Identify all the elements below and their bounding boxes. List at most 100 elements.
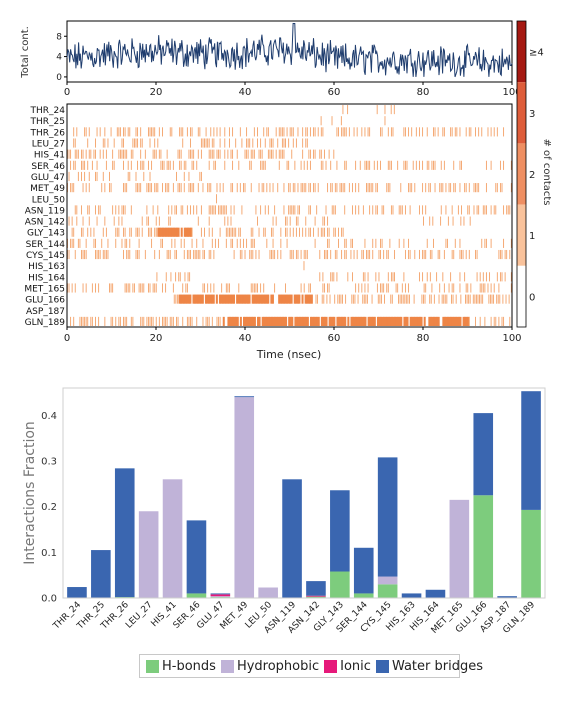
contact-cell	[129, 127, 131, 137]
contact-cell	[95, 149, 96, 159]
contact-cell	[354, 294, 356, 304]
contact-cell	[317, 183, 319, 193]
x-tick-label: 20	[150, 333, 163, 344]
contact-cell	[81, 160, 82, 170]
contact-cell	[501, 272, 503, 282]
contact-cell	[460, 216, 462, 226]
contact-cell	[160, 160, 162, 170]
contact-cell	[361, 283, 363, 293]
contact-cell	[262, 294, 265, 304]
contact-cell	[236, 149, 238, 159]
contact-cell	[255, 283, 257, 293]
contact-cell	[387, 183, 389, 193]
contact-cell	[455, 294, 457, 304]
contact-cell	[320, 160, 322, 170]
contact-cell	[152, 149, 154, 159]
contact-cell	[454, 127, 456, 137]
x-tick-label: 20	[150, 87, 163, 98]
contact-cell	[258, 183, 260, 193]
contact-cell	[249, 138, 251, 148]
contact-cell	[264, 205, 266, 215]
contact-cell	[193, 205, 195, 215]
contact-cell	[352, 238, 353, 248]
contact-cell	[350, 316, 353, 326]
contact-cell	[82, 249, 84, 260]
contact-cell	[232, 294, 236, 304]
contact-cell	[74, 249, 76, 260]
contact-cell	[308, 205, 310, 215]
contact-cell	[95, 205, 96, 215]
contact-cell	[355, 183, 357, 193]
contact-cell	[479, 272, 481, 282]
contact-cell	[252, 283, 254, 293]
contact-cell	[85, 149, 87, 159]
contact-cell	[218, 294, 221, 304]
contact-cell	[459, 316, 462, 326]
contact-cell	[257, 283, 258, 293]
contact-cell	[267, 205, 269, 215]
contact-cell	[232, 183, 234, 193]
contact-cell	[302, 227, 304, 237]
contact-cell	[447, 316, 450, 326]
contact-cell	[113, 216, 115, 226]
contact-cell	[211, 138, 213, 148]
contact-cell	[503, 316, 505, 326]
contact-cell	[236, 294, 239, 304]
contact-cell	[98, 316, 100, 326]
contact-cell	[317, 127, 319, 137]
contact-cell	[169, 160, 171, 170]
contact-cell	[249, 249, 251, 260]
contact-cell	[319, 249, 321, 260]
contact-cell	[73, 316, 75, 326]
x-tick-label: 40	[239, 333, 252, 344]
contact-cell	[404, 160, 406, 170]
contact-cell	[297, 205, 299, 215]
contact-cell	[437, 127, 439, 137]
contact-cell	[345, 294, 347, 304]
contact-cell	[479, 283, 481, 293]
contact-cell	[493, 316, 495, 326]
contact-cell	[235, 138, 237, 148]
contact-cell	[366, 249, 367, 260]
contact-cell	[186, 127, 188, 137]
contact-cell	[77, 171, 79, 182]
contact-cell	[151, 160, 153, 170]
contact-cell	[325, 205, 327, 215]
contact-cell	[372, 316, 375, 326]
contact-cell	[151, 238, 153, 248]
contact-cell	[219, 316, 221, 326]
contact-cell	[442, 272, 444, 282]
contact-cell	[277, 138, 279, 148]
contact-cell	[71, 183, 73, 193]
contact-cell	[376, 316, 379, 326]
colorbar-tick-label: 0	[529, 292, 535, 303]
contact-cell	[465, 249, 467, 260]
contact-cell	[147, 127, 149, 137]
contact-cell	[323, 316, 327, 326]
contact-cell	[146, 205, 148, 215]
contact-cell	[281, 138, 283, 148]
contact-cell	[95, 316, 96, 326]
contact-cell	[162, 183, 163, 193]
contact-cell	[366, 294, 368, 304]
contact-cell	[456, 316, 459, 326]
contact-cell	[163, 316, 165, 326]
total-contacts-x-ticks: 0 20 40 60 80 100	[64, 82, 522, 98]
contact-cell	[221, 283, 223, 293]
contact-cell	[250, 238, 252, 248]
contact-cell	[191, 160, 193, 170]
contact-cell	[373, 316, 376, 326]
contact-cell	[85, 183, 87, 193]
contact-cell	[193, 149, 195, 159]
contact-cell	[166, 183, 168, 193]
contact-cell	[389, 160, 391, 170]
contact-cell	[468, 249, 470, 260]
contact-cell	[102, 171, 104, 182]
contact-cell	[144, 149, 146, 159]
contact-cell	[68, 283, 70, 293]
contact-cell	[233, 249, 235, 260]
contact-cell	[429, 183, 431, 193]
contact-cell	[446, 294, 448, 304]
contact-cell	[123, 227, 124, 237]
contact-cell	[401, 294, 403, 304]
